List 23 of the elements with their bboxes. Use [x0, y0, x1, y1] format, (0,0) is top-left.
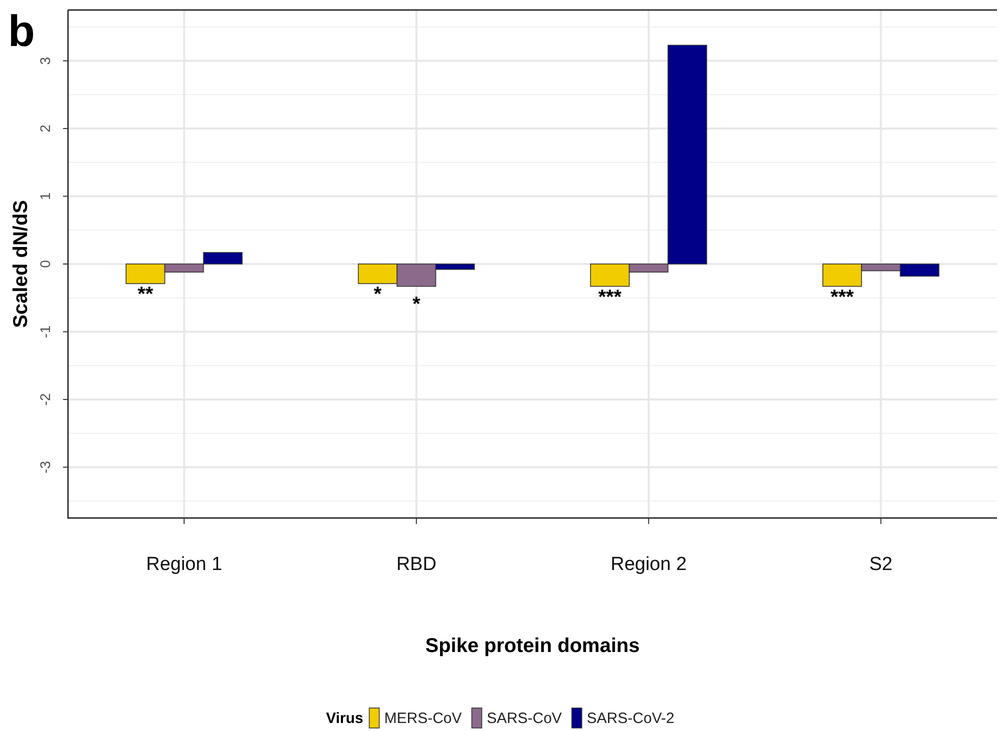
y-tick-label: 2 — [37, 124, 53, 132]
y-tick-label: -2 — [37, 393, 53, 406]
y-tick-label: 0 — [37, 260, 53, 268]
y-tick-label: 1 — [37, 192, 53, 200]
text: b — [8, 7, 35, 56]
x-tick-label: RBD — [396, 554, 436, 575]
y-tick-label: 3 — [37, 56, 53, 65]
x-tick-label: Region 1 — [146, 554, 222, 575]
x-tick-label: Region 2 — [610, 554, 687, 575]
x-axis-title: Spike protein domains — [425, 635, 640, 657]
y-axis-title: Scaled dN/dS — [10, 200, 32, 328]
legend-label: SARS-CoV-2 — [586, 710, 674, 727]
annotation: *** — [598, 286, 622, 308]
y-tick-label: -1 — [37, 325, 53, 338]
annotation: * — [374, 284, 382, 306]
legend-title: Virus — [326, 710, 364, 727]
annotation: * — [412, 293, 420, 316]
legend-label: SARS-CoV — [486, 710, 562, 727]
annotation: ** — [138, 284, 154, 306]
x-tick-label: S2 — [869, 554, 892, 575]
legend-label: MERS-CoV — [384, 710, 462, 727]
y-tick-label: -3 — [37, 460, 53, 474]
annotation: *** — [830, 286, 854, 308]
